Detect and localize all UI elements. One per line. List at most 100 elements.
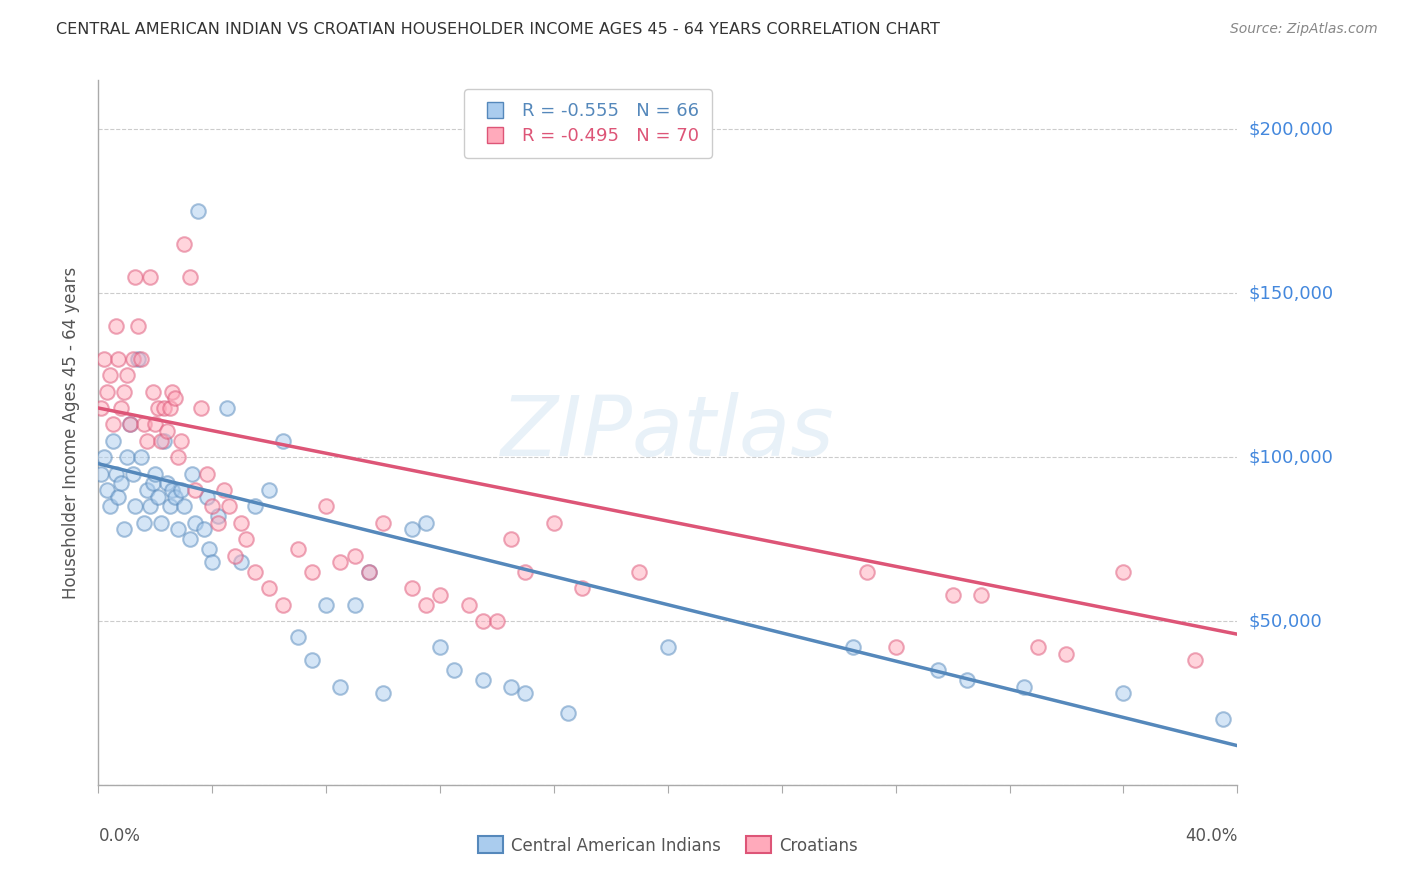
Point (90, 401, 112, 415)
Point (942, 588, 965, 602)
Point (181, 467, 204, 481)
Text: $200,000: $200,000 (1249, 120, 1333, 138)
Point (121, 467, 143, 481)
Point (315, 598, 337, 612)
Point (104, 467, 127, 481)
Point (1212, 713, 1234, 727)
Point (115, 450, 138, 465)
Point (198, 541, 221, 556)
Point (121, 351, 143, 366)
Point (259, 582, 281, 596)
Text: $150,000: $150,000 (1249, 285, 1333, 302)
Point (184, 516, 207, 530)
Point (543, 516, 565, 530)
Point (101, 417, 124, 432)
Point (148, 401, 170, 415)
Point (96, 384, 118, 399)
Point (218, 500, 240, 514)
Point (153, 401, 176, 415)
Point (1112, 565, 1135, 579)
Point (179, 532, 201, 546)
Point (501, 680, 523, 694)
Point (127, 319, 149, 334)
Text: Source: ZipAtlas.com: Source: ZipAtlas.com (1230, 22, 1378, 37)
Point (287, 631, 309, 645)
Point (301, 565, 323, 579)
Point (115, 368, 138, 383)
Point (515, 686, 537, 700)
Point (443, 663, 465, 677)
Point (884, 640, 907, 655)
Point (401, 522, 423, 536)
Point (856, 565, 879, 579)
Point (107, 490, 129, 504)
Point (190, 401, 212, 415)
Point (159, 500, 181, 514)
Point (207, 516, 229, 530)
Point (96, 483, 118, 497)
Point (135, 483, 157, 497)
Point (273, 598, 295, 612)
Point (159, 401, 181, 415)
Point (315, 500, 337, 514)
Point (329, 680, 352, 694)
Text: $50,000: $50,000 (1249, 612, 1322, 630)
Point (124, 500, 146, 514)
Point (970, 588, 993, 602)
Point (112, 522, 135, 536)
Point (93, 351, 115, 366)
Point (124, 269, 146, 284)
Point (557, 706, 579, 720)
Point (195, 467, 218, 481)
Point (141, 384, 163, 399)
Point (471, 614, 494, 628)
Point (401, 582, 423, 596)
Point (343, 549, 366, 563)
Point (153, 434, 176, 448)
Point (329, 555, 352, 569)
Point (132, 516, 155, 530)
Point (1012, 680, 1035, 694)
Point (148, 490, 170, 504)
Point (273, 434, 295, 448)
Point (110, 401, 132, 415)
Point (287, 541, 309, 556)
Point (201, 555, 224, 569)
Point (1026, 640, 1049, 655)
Point (170, 434, 193, 448)
Point (162, 483, 184, 497)
Point (187, 204, 209, 219)
Point (150, 434, 173, 448)
Point (515, 565, 537, 579)
Point (129, 351, 152, 366)
Point (107, 351, 129, 366)
Point (98, 500, 121, 514)
Point (93, 450, 115, 465)
Point (167, 450, 190, 465)
Point (259, 483, 281, 497)
Point (212, 483, 235, 497)
Point (429, 640, 451, 655)
Point (156, 424, 179, 438)
Point (571, 582, 593, 596)
Point (173, 500, 195, 514)
Point (201, 500, 224, 514)
Point (229, 555, 252, 569)
Point (243, 565, 266, 579)
Point (110, 476, 132, 491)
Point (129, 450, 152, 465)
Point (145, 467, 167, 481)
Point (179, 269, 201, 284)
Point (1112, 686, 1135, 700)
Point (173, 237, 195, 252)
Point (195, 490, 218, 504)
Point (842, 640, 865, 655)
Point (141, 476, 163, 491)
Point (486, 614, 509, 628)
Point (429, 588, 451, 602)
Point (162, 384, 184, 399)
Point (657, 640, 679, 655)
Point (373, 686, 395, 700)
Point (101, 434, 124, 448)
Text: $100,000: $100,000 (1249, 448, 1333, 467)
